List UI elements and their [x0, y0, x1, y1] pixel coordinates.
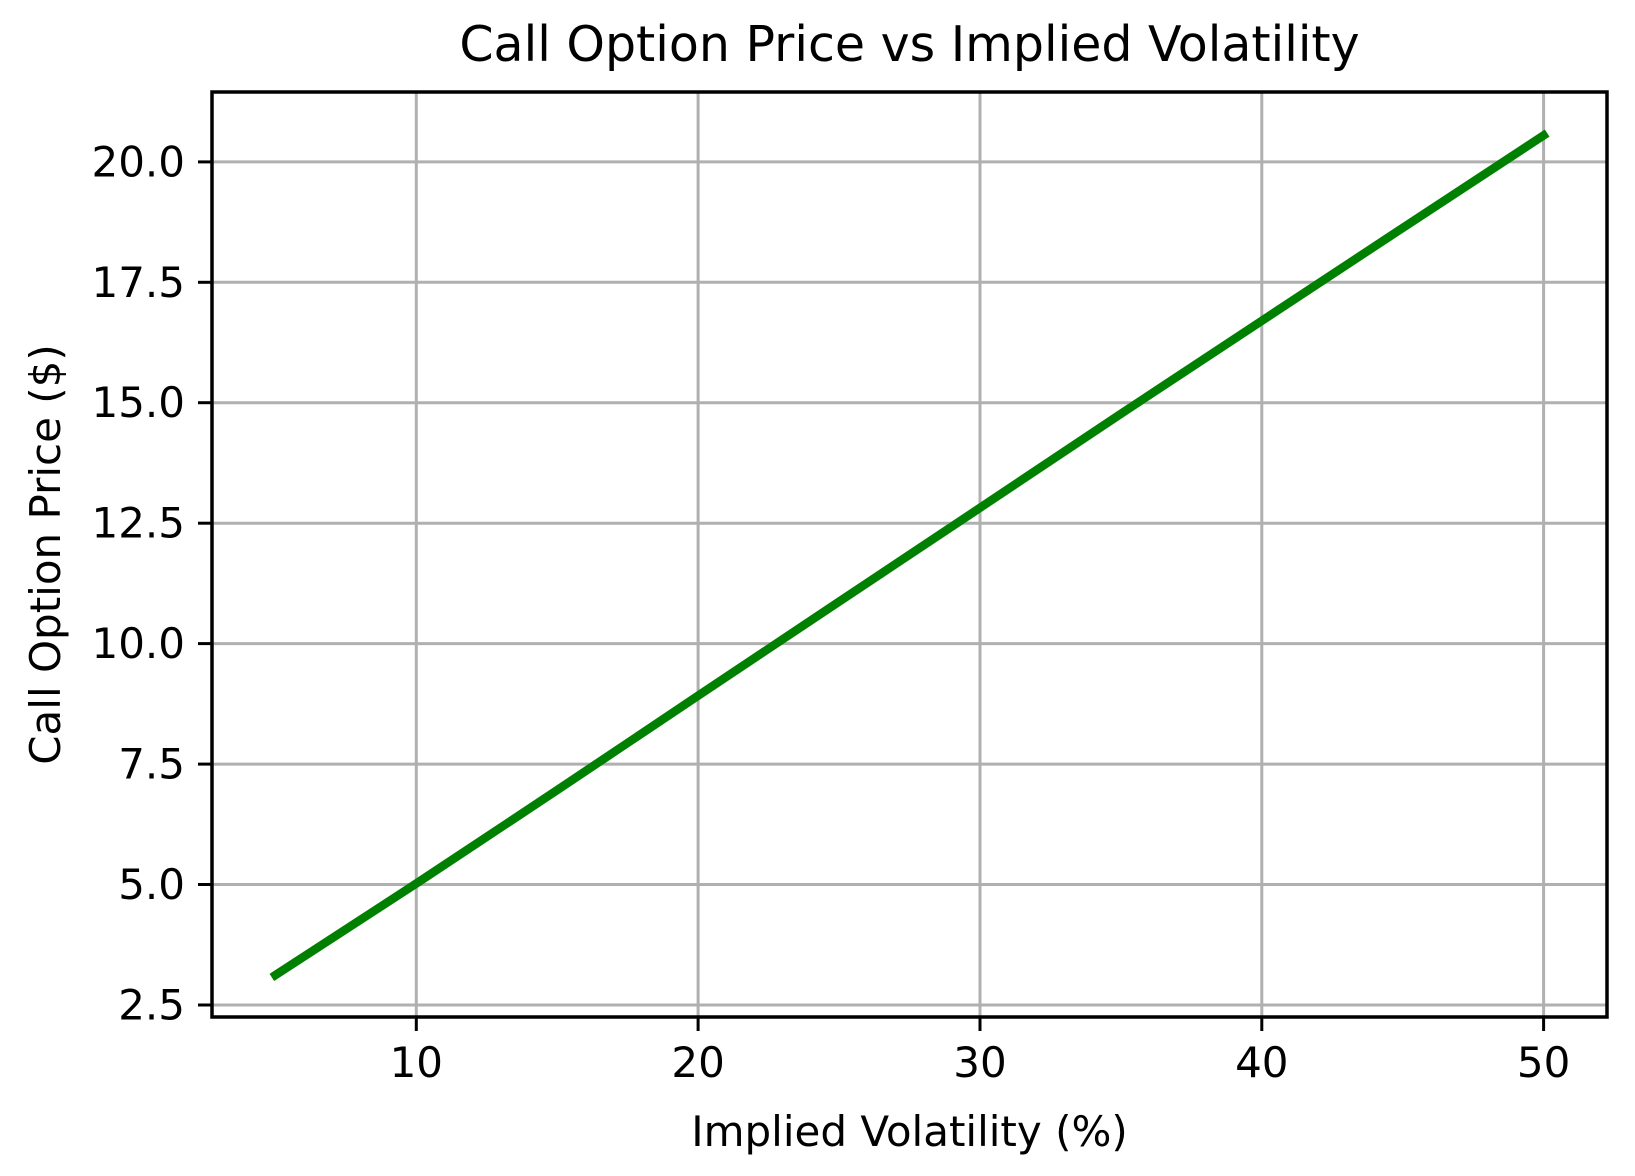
- x-tick-label: 40: [1235, 1038, 1288, 1087]
- y-axis-label: Call Option Price ($): [21, 344, 70, 765]
- y-tick-label: 12.5: [91, 499, 185, 548]
- y-tick-label: 20.0: [91, 137, 185, 186]
- x-tick-label: 30: [953, 1038, 1006, 1087]
- x-tick-labels: 10 20 30 40 50: [390, 1038, 1571, 1087]
- price-line: [269, 129, 1550, 981]
- y-tick-label: 15.0: [91, 378, 185, 427]
- y-tick-label: 17.5: [91, 258, 185, 307]
- chart-title: Call Option Price vs Implied Volatility: [459, 16, 1359, 73]
- plot-border: [210, 90, 1609, 1019]
- y-tick-label: 7.5: [118, 740, 185, 789]
- gridlines: [212, 92, 1607, 1017]
- axis-ticks: [198, 160, 1546, 1031]
- x-tick-label: 20: [671, 1038, 724, 1087]
- y-tick-label: 5.0: [118, 860, 185, 909]
- y-tick-labels: 2.5 5.0 7.5 10.0 12.5 15.0 17.5 20.0: [91, 137, 185, 1029]
- x-axis-label: Implied Volatility (%): [691, 1107, 1128, 1156]
- y-tick-label: 2.5: [118, 981, 185, 1030]
- x-tick-label: 10: [390, 1038, 443, 1087]
- y-tick-label: 10.0: [91, 619, 185, 668]
- x-tick-label: 50: [1517, 1038, 1570, 1087]
